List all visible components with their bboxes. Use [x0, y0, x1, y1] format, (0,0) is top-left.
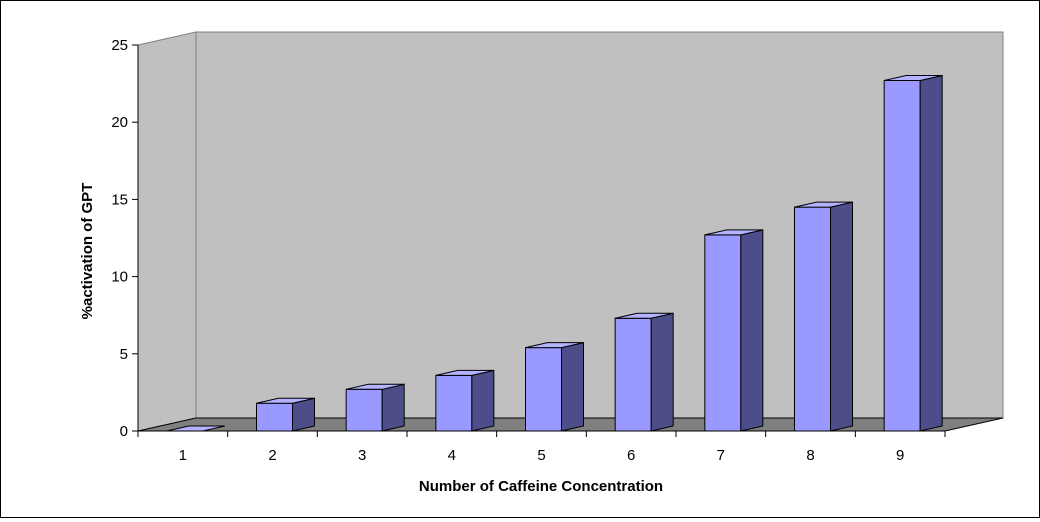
bar-side [471, 369, 495, 432]
bar [256, 397, 315, 432]
x-tick-label: 9 [896, 447, 904, 464]
bar-top [884, 75, 943, 82]
bar-front [794, 206, 831, 432]
x-tick-label: 1 [179, 447, 187, 464]
bar-top [435, 369, 494, 376]
bar-top [794, 201, 853, 208]
bars [166, 74, 943, 432]
bar-side [292, 397, 315, 432]
chart-walls [137, 31, 1004, 432]
bar [435, 369, 495, 432]
bar [166, 425, 225, 432]
bar [345, 383, 405, 432]
bar-side [919, 74, 943, 432]
bar-side [381, 383, 405, 432]
bar-top [166, 425, 225, 432]
bar-front [704, 234, 742, 432]
bar [525, 341, 584, 432]
x-tick-label: 3 [358, 447, 366, 464]
y-axis-label: %activation of GPT [79, 183, 96, 320]
bar-front [256, 402, 293, 432]
bar-top [704, 229, 763, 236]
x-tick-label: 2 [268, 447, 276, 464]
y-tick-label: 20 [111, 114, 128, 131]
bar [614, 312, 674, 432]
bar-front [525, 347, 562, 432]
bar-front [435, 374, 473, 432]
bar-top [525, 342, 584, 349]
bar [794, 201, 853, 432]
bar-front [614, 317, 652, 432]
y-tick-label: 15 [111, 191, 128, 208]
bar-top [256, 397, 315, 404]
y-tick-label: 0 [120, 423, 128, 440]
bar [704, 229, 764, 432]
y-tick-label: 5 [120, 346, 128, 363]
y-axis: 0 5 10 15 20 25 [111, 37, 139, 440]
back-wall [195, 31, 1004, 419]
y-tick-label: 10 [111, 269, 128, 286]
x-tick-label: 8 [806, 447, 814, 464]
x-tick-label: 5 [537, 447, 545, 464]
x-tick-label: 4 [448, 447, 456, 464]
bar-side [830, 201, 853, 432]
x-tick-label: 6 [627, 447, 635, 464]
bar-front [883, 80, 921, 432]
bar [883, 74, 943, 432]
bar-side [561, 341, 584, 432]
x-axis-label: Number of Caffeine Concentration [419, 478, 663, 495]
bar-front [345, 388, 383, 432]
bar-top [346, 383, 405, 390]
y-tick-label: 25 [111, 37, 128, 54]
x-tick-label: 7 [717, 447, 725, 464]
side-wall [137, 31, 197, 432]
bar-top [615, 312, 674, 319]
bar-side [650, 312, 674, 432]
x-axis: 1 2 3 4 5 6 7 8 9 [137, 430, 946, 464]
bar-side [740, 229, 764, 432]
